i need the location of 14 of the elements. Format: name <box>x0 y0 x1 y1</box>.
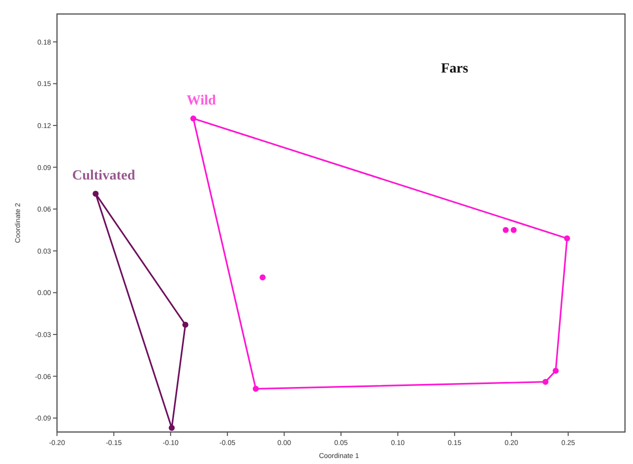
series-label: Cultivated <box>72 168 136 184</box>
point <box>252 386 259 392</box>
point <box>190 116 196 122</box>
point <box>552 368 559 374</box>
point <box>542 378 548 385</box>
point <box>92 190 99 197</box>
point <box>510 226 517 233</box>
point <box>182 322 188 328</box>
series-label: Wild <box>186 94 216 108</box>
point <box>260 274 266 280</box>
point <box>168 424 175 431</box>
point <box>502 226 509 233</box>
point <box>564 235 570 242</box>
text: Fars <box>440 62 469 77</box>
